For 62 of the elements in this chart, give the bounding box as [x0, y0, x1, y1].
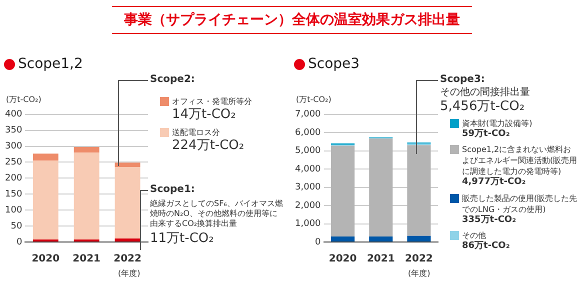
bar: [74, 146, 100, 153]
chart-subtitle: Scope3: [308, 56, 360, 72]
text: その他の間接排出量: [440, 86, 531, 99]
y-tick-label: 1,000: [295, 219, 322, 230]
bar: [32, 160, 58, 240]
text: 14万t-CO₂: [172, 107, 237, 124]
bar: [369, 236, 393, 242]
x-axis-title: (年度): [408, 268, 430, 279]
y-tick-label: 7,000: [295, 110, 322, 120]
text: 86万t-CO₂: [462, 240, 511, 252]
bar: [407, 236, 431, 242]
y-tick-label: 4,000: [295, 164, 322, 174]
text: 59万t-CO₂: [462, 129, 511, 140]
bar: [32, 154, 58, 161]
y-tick-label: 5,000: [295, 146, 322, 156]
text: 224万t-CO₂: [172, 138, 246, 154]
y-tick-label: 400: [4, 110, 22, 120]
bar: [114, 238, 140, 242]
y-tick-label: 250: [4, 158, 22, 168]
text: 11万t-CO₂: [150, 230, 215, 247]
x-tick-label: 2021: [366, 254, 395, 265]
y-tick-label: 6,000: [295, 128, 322, 138]
text: Scope3:: [440, 74, 486, 86]
y-tick-label: 50: [10, 221, 22, 232]
text: 5,456万t-CO₂: [440, 99, 526, 116]
x-axis-title: (年度): [118, 268, 140, 279]
text: 絶縁ガスとしてのSF₆、バイオマス燃焼時のN₂O、その他燃料の使用等に由来するCO₂換算排出量: [150, 198, 284, 228]
x-tick-label: 2020: [32, 254, 60, 265]
bar: [331, 146, 355, 237]
legend-label: その他: [462, 230, 486, 241]
text: 事業（サプライチェーン）全体の温室効果ガス排出量: [112, 6, 472, 34]
legend-label: 販売した製品の使用(販売した先でのLNG・ガスの使用): [462, 192, 578, 214]
bar: [369, 138, 393, 237]
text: Scope2:: [150, 74, 196, 86]
y-axis-title: (万t-CO₂): [6, 94, 42, 105]
x-tick-label: 2022: [114, 254, 142, 265]
y-axis-title: (万t-CO₂): [296, 94, 332, 105]
y-tick-label: 0: [315, 237, 322, 248]
y-tick-label: 350: [4, 126, 22, 136]
x-tick-label: 2020: [328, 254, 357, 265]
chart-subtitle: Scope1,2: [18, 56, 83, 72]
y-tick-label: 200: [4, 174, 22, 184]
y-tick-label: 2,000: [295, 200, 322, 211]
text: Scope1:: [150, 184, 196, 196]
text: 4,977万t-CO₂: [462, 177, 527, 188]
legend-label: 送配電ロス分: [172, 127, 220, 138]
legend-label: Scope1,2に含まれない燃料およびエネルギー関連活動(販売用に調達した電力の発電時等): [462, 144, 578, 177]
bar: [407, 145, 431, 236]
y-tick-label: 150: [4, 189, 22, 200]
legend-label: 資本財(電力設備等): [462, 118, 532, 129]
bar: [114, 167, 140, 238]
y-tick-label: 300: [4, 142, 22, 152]
x-tick-label: 2021: [72, 254, 101, 265]
bar: [331, 236, 355, 242]
y-tick-label: 100: [4, 205, 22, 216]
y-tick-label: 0: [16, 237, 22, 248]
x-tick-label: 2022: [405, 254, 433, 265]
text: 335万t-CO₂: [462, 214, 518, 226]
bar: [74, 152, 100, 240]
bar: [114, 162, 140, 168]
legend-label: オフィス・発電所等分: [172, 96, 252, 107]
y-tick-label: 3,000: [295, 182, 322, 193]
